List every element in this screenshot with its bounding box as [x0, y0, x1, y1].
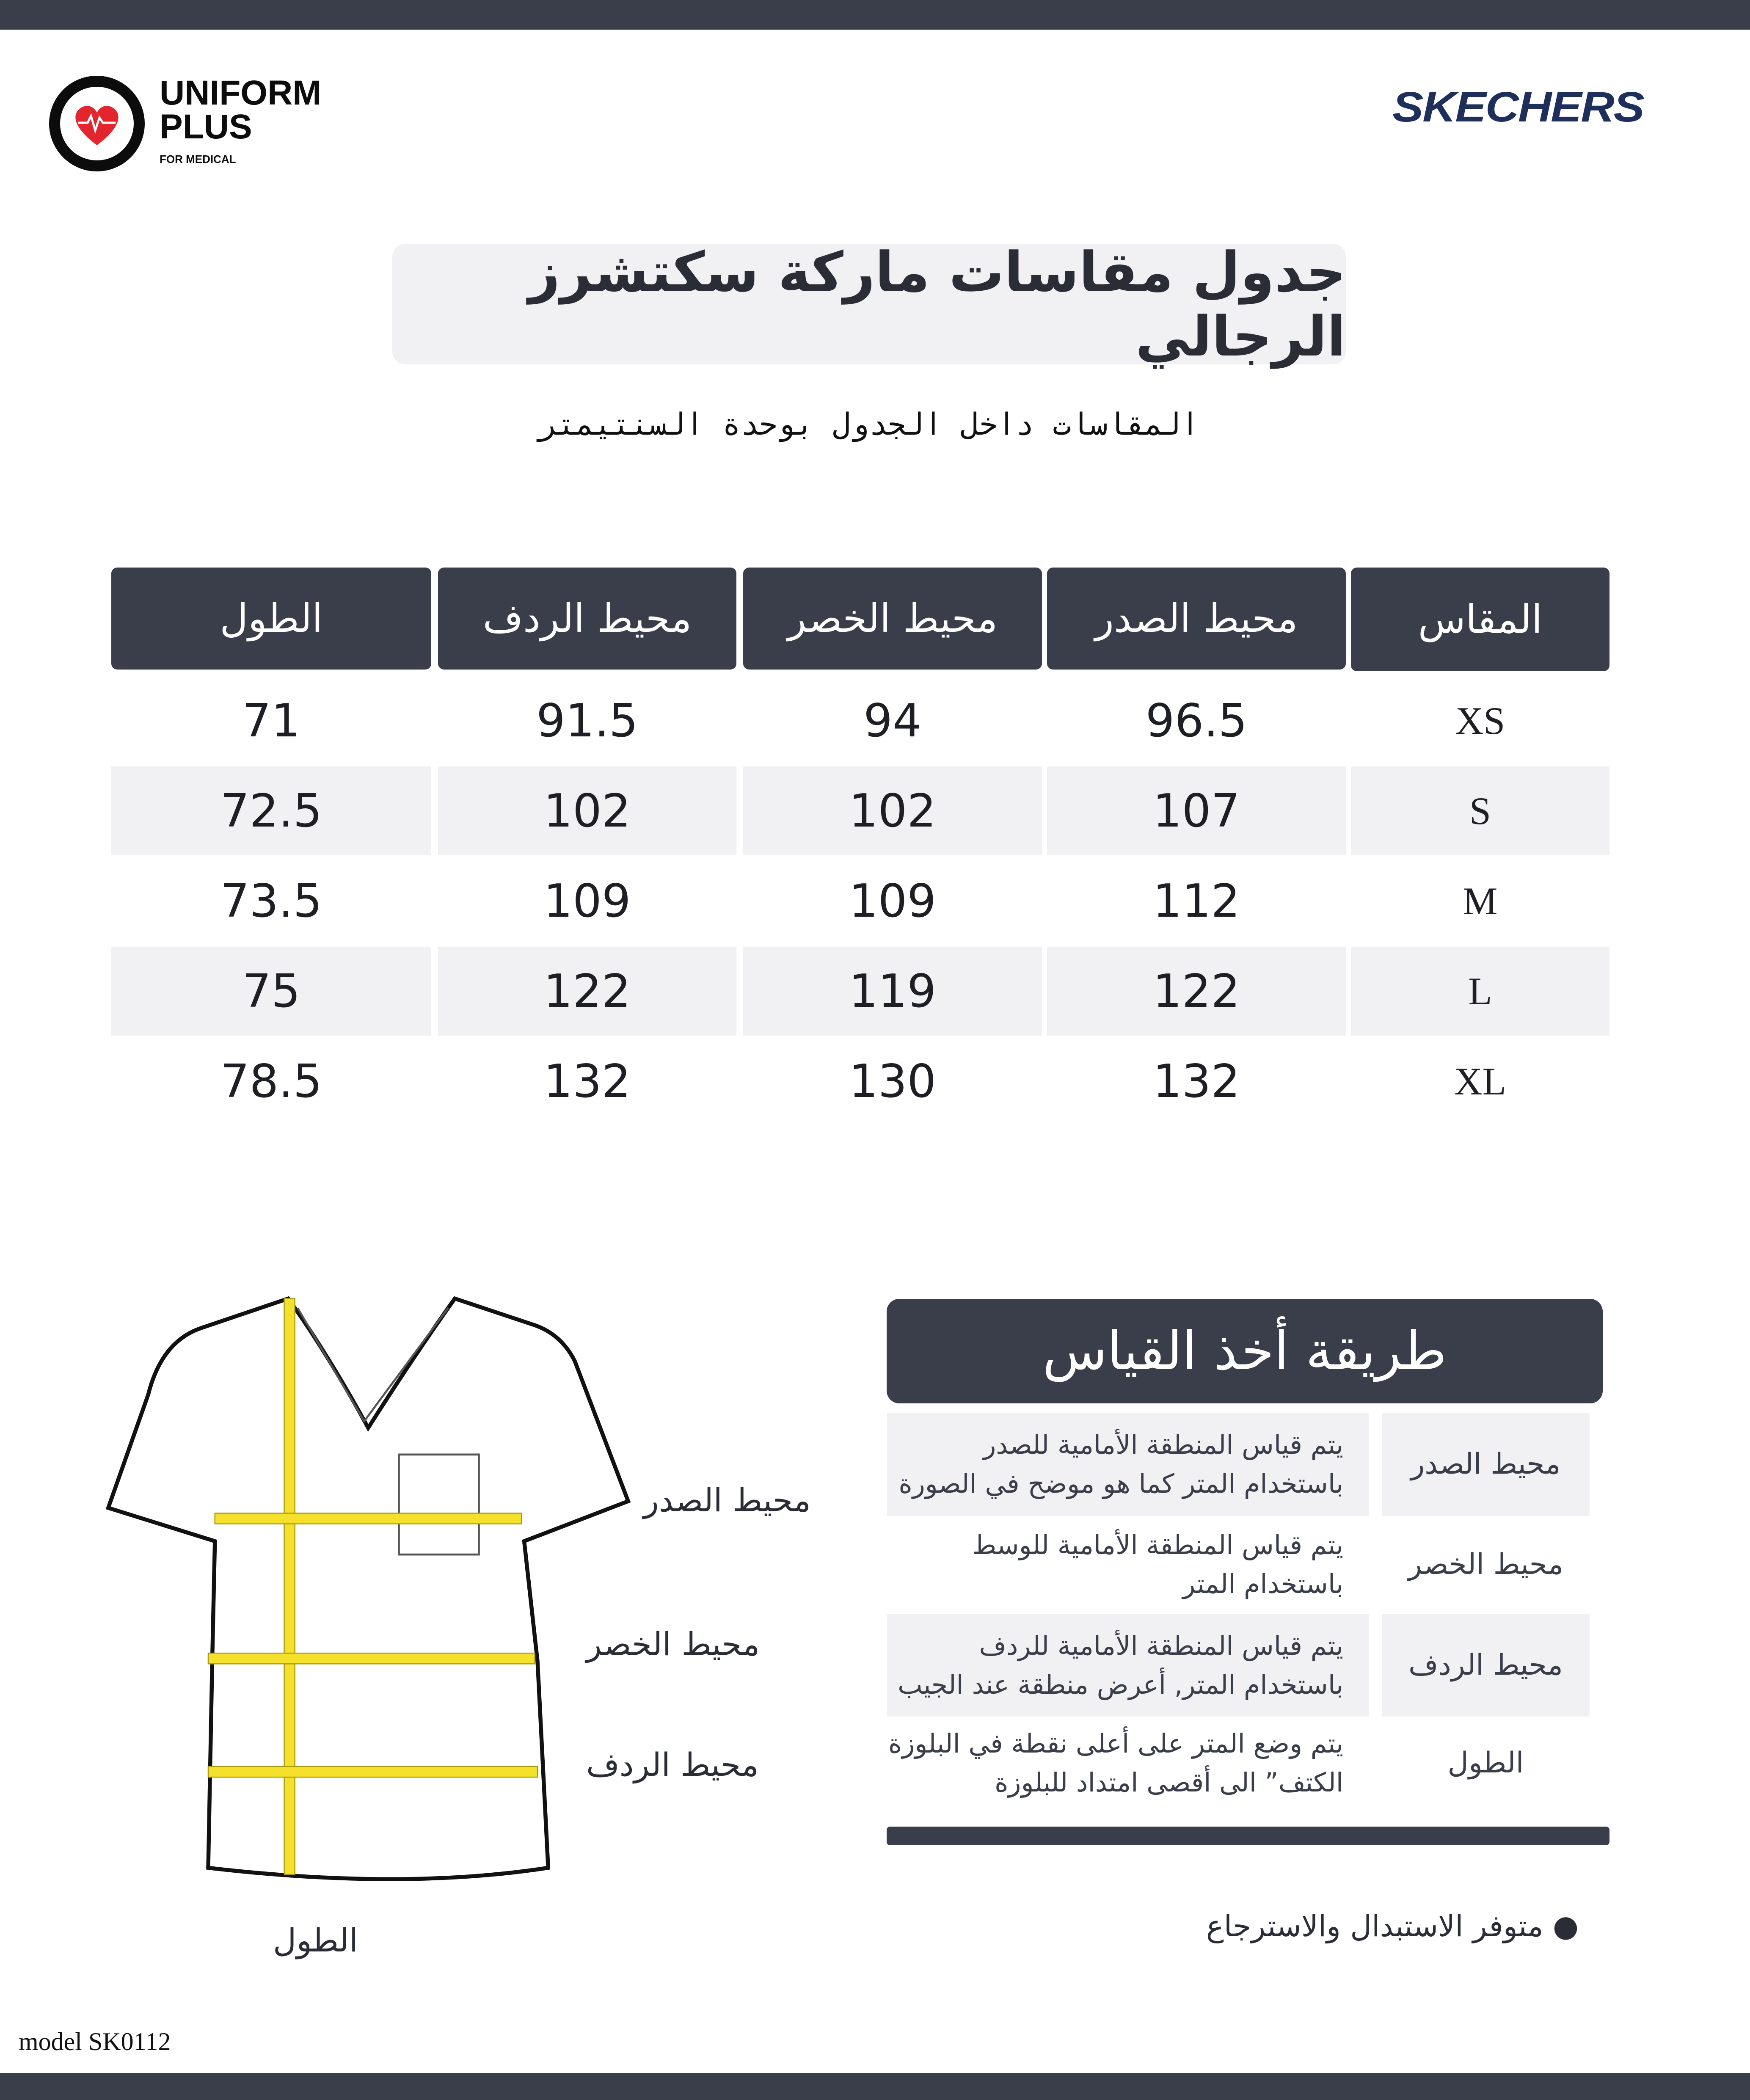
- diagram-label-waist: محيط الخصر: [586, 1625, 760, 1663]
- cell-size: XL: [1454, 1060, 1506, 1103]
- cell-size: L: [1351, 947, 1609, 1036]
- method-description-line2: باستخدام المتر, أعرض منطقة عند الجيب: [898, 1669, 1343, 1700]
- cell-waist: 109: [849, 874, 937, 928]
- cell-waist: 130: [849, 1055, 937, 1108]
- tape-length: [284, 1298, 296, 1875]
- cell-hip: 102: [438, 766, 736, 855]
- cell-chest: 122: [1047, 947, 1346, 1036]
- cell-length: 72.5: [111, 766, 431, 855]
- tape-waist: [207, 1652, 536, 1665]
- method-description-line2: باستخدام المتر كما هو موضح في الصورة: [898, 1468, 1343, 1499]
- cell-size: S: [1351, 766, 1609, 855]
- cell-length: 78.5: [220, 1055, 322, 1108]
- method-bottom-bar: [887, 1827, 1609, 1845]
- top-bar: [0, 0, 1750, 30]
- cell-chest: 112: [1152, 874, 1240, 928]
- cell-hip: 132: [543, 1055, 631, 1108]
- method-label: محيط الخصر: [1408, 1548, 1563, 1581]
- cell-chest: 107: [1047, 766, 1346, 855]
- header-length: الطول: [111, 568, 431, 670]
- model-number: model SK0112: [19, 2028, 171, 2056]
- header-size: المقاس: [1351, 568, 1609, 671]
- method-description-line1: يتم وضع المتر على أعلى نقطة في البلوزة: [888, 1728, 1343, 1759]
- note: ● متوفر الاستبدال والاسترجاع: [1206, 1909, 1579, 1943]
- method-title: طريقة أخذ القياس: [887, 1299, 1603, 1403]
- method-description: يتم قياس المنطقة الأمامية للصدر باستخدام …: [887, 1413, 1369, 1516]
- tape-chest: [214, 1513, 522, 1524]
- cell-hip: 109: [543, 874, 631, 928]
- diagram-label-length: الطول: [273, 1921, 358, 1959]
- cell-length: 71: [242, 694, 300, 747]
- shirt-outline: [105, 1296, 631, 1881]
- method-label: محيط الصدر: [1382, 1413, 1590, 1516]
- cell-length: 75: [111, 947, 431, 1036]
- cell-length: 73.5: [220, 874, 322, 928]
- method-label: محيط الردف: [1382, 1614, 1590, 1717]
- subtitle: المقاسات داخل الجدول بوحدة السنتيمتر: [539, 406, 1199, 442]
- title-box: جدول مقاسات ماركة سكتشرز الرجالي: [392, 240, 1346, 369]
- shirt-diagram: [105, 1296, 631, 1881]
- cell-size: M: [1463, 879, 1498, 923]
- method-description-line1: يتم قياس المنطقة الأمامية للوسط: [972, 1530, 1343, 1560]
- method-description: يتم وضع المتر على أعلى نقطة في البلوزة ال…: [887, 1721, 1369, 1805]
- bottom-bar: [0, 2073, 1750, 2100]
- method-description-line1: يتم قياس المنطقة الأمامية للصدر: [983, 1429, 1343, 1460]
- header-waist: محيط الخصر: [743, 568, 1042, 670]
- cell-waist: 94: [863, 694, 922, 747]
- note-text: متوفر الاستبدال والاسترجاع: [1206, 1909, 1543, 1943]
- logo-tagline: FOR MEDICAL: [160, 153, 236, 165]
- logo-name: UNIFORM: [160, 74, 322, 112]
- uniform-plus-logo: UNIFORM PLUS FOR MEDICAL: [49, 75, 345, 173]
- cell-hip: 91.5: [536, 694, 638, 747]
- method-description-line2: الكتف” الى أقصى امتداد للبلوزة: [995, 1767, 1343, 1798]
- diagram-label-hip: محيط الردف: [586, 1746, 759, 1783]
- cell-size: XS: [1455, 699, 1505, 742]
- header-chest: محيط الصدر: [1047, 568, 1346, 670]
- page-title: جدول مقاسات ماركة سكتشرز الرجالي: [528, 240, 1346, 369]
- cell-waist: 119: [743, 947, 1042, 1036]
- heart-logo-icon: [49, 76, 145, 171]
- method-description: يتم قياس المنطقة الأمامية للوسط باستخدام …: [887, 1522, 1369, 1607]
- method-description: يتم قياس المنطقة الأمامية للردف باستخدام …: [887, 1614, 1369, 1717]
- method-description-line1: يتم قياس المنطقة الأمامية للردف: [979, 1630, 1343, 1661]
- bullet-icon: ●: [1543, 1909, 1579, 1943]
- header-hip: محيط الردف: [438, 568, 736, 670]
- tape-hip: [207, 1766, 538, 1778]
- logo-name2: PLUS: [160, 107, 252, 146]
- cell-waist: 102: [743, 766, 1042, 855]
- skechers-logo: SKECHERS: [1392, 83, 1645, 131]
- method-description-line2: باستخدام المتر: [1182, 1568, 1343, 1599]
- diagram-label-chest: محيط الصدر: [643, 1481, 811, 1519]
- method-label: الطول: [1447, 1746, 1524, 1780]
- cell-chest: 96.5: [1145, 694, 1248, 747]
- cell-hip: 122: [438, 947, 736, 1036]
- cell-chest: 132: [1152, 1055, 1240, 1108]
